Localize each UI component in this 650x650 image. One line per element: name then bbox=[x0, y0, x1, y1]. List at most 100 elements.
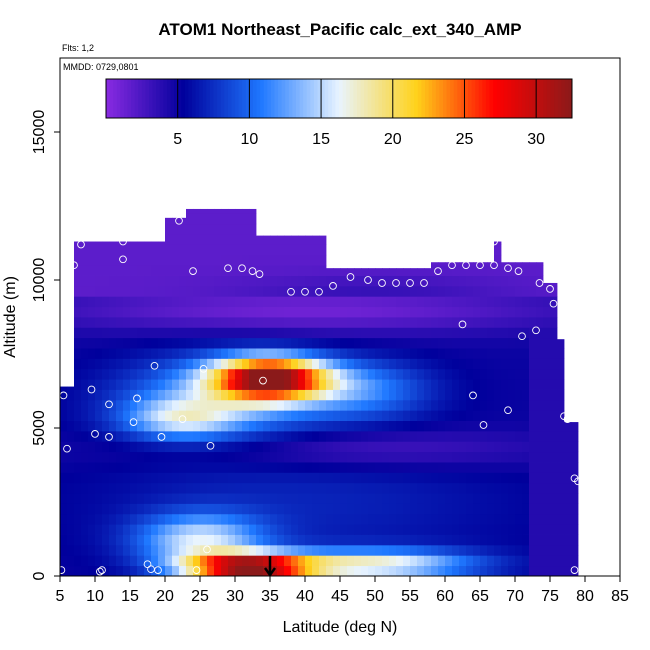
heatmap-cell bbox=[543, 358, 551, 370]
heatmap-cell bbox=[102, 544, 110, 556]
heatmap-cell bbox=[522, 327, 530, 339]
heatmap-cell bbox=[347, 379, 355, 390]
heatmap-cell bbox=[116, 379, 124, 390]
heatmap-cell bbox=[221, 234, 229, 245]
heatmap-cell bbox=[298, 544, 306, 556]
heatmap-cell bbox=[305, 420, 313, 432]
heatmap-cell bbox=[445, 503, 453, 515]
heatmap-cell bbox=[270, 327, 278, 339]
colorbar-segment bbox=[428, 79, 433, 118]
y-tick-label: 5000 bbox=[31, 410, 48, 446]
heatmap-cell bbox=[319, 358, 327, 370]
heatmap-cell bbox=[480, 472, 488, 484]
heatmap-cell bbox=[396, 430, 404, 442]
heatmap-cell bbox=[396, 285, 404, 297]
heatmap-cell bbox=[466, 348, 474, 359]
heatmap-cell bbox=[242, 234, 250, 245]
heatmap-cell bbox=[277, 399, 285, 411]
heatmap-cell bbox=[536, 348, 544, 359]
heatmap-cell bbox=[410, 544, 418, 556]
heatmap-cell bbox=[130, 379, 138, 390]
heatmap-cell bbox=[165, 451, 173, 463]
heatmap-cell bbox=[459, 430, 467, 442]
heatmap-cell bbox=[228, 472, 236, 484]
heatmap-cell bbox=[326, 268, 334, 276]
heatmap-cell bbox=[494, 472, 502, 484]
heatmap-cell bbox=[74, 327, 82, 339]
heatmap-cell bbox=[466, 513, 474, 525]
heatmap-cell bbox=[319, 472, 327, 484]
heatmap-cell bbox=[109, 451, 117, 463]
heatmap-cell bbox=[550, 358, 558, 370]
heatmap-cell bbox=[466, 430, 474, 442]
heatmap-cell bbox=[452, 358, 460, 370]
heatmap-cell bbox=[242, 223, 250, 235]
heatmap-cell bbox=[459, 285, 467, 297]
heatmap-cell bbox=[431, 348, 439, 359]
heatmap-cell bbox=[438, 275, 446, 287]
heatmap-cell bbox=[543, 441, 551, 453]
heatmap-cell bbox=[424, 544, 432, 556]
heatmap-cell bbox=[417, 399, 425, 411]
sample-point bbox=[238, 264, 246, 273]
heatmap-cell bbox=[193, 493, 201, 504]
heatmap-cell bbox=[137, 451, 145, 463]
heatmap-cell bbox=[550, 306, 558, 318]
heatmap-cell bbox=[172, 244, 180, 256]
heatmap-cell bbox=[74, 534, 82, 546]
heatmap-cell bbox=[95, 254, 103, 266]
heatmap-cell bbox=[403, 399, 411, 411]
heatmap-cell bbox=[172, 348, 180, 359]
heatmap-cell bbox=[494, 420, 502, 432]
heatmap-cell bbox=[557, 399, 565, 411]
heatmap-cell bbox=[333, 275, 341, 287]
heatmap-cell bbox=[410, 379, 418, 390]
heatmap-cell bbox=[284, 399, 292, 411]
heatmap-cell bbox=[60, 555, 68, 567]
heatmap-cell bbox=[200, 254, 208, 266]
heatmap-cell bbox=[200, 399, 208, 411]
heatmap-cell bbox=[298, 565, 306, 577]
heatmap-cell bbox=[116, 244, 124, 256]
heatmap-cell bbox=[347, 555, 355, 567]
heatmap-cell bbox=[340, 306, 348, 318]
heatmap-cell bbox=[319, 254, 327, 266]
heatmap-cell bbox=[172, 555, 180, 567]
heatmap-cell bbox=[494, 244, 502, 256]
heatmap-cell bbox=[354, 379, 362, 390]
heatmap-cell bbox=[431, 337, 439, 349]
heatmap-cell bbox=[263, 379, 271, 390]
heatmap-cell bbox=[326, 482, 334, 494]
heatmap-cell bbox=[284, 275, 292, 287]
heatmap-cell bbox=[137, 241, 145, 245]
colorbar-segment bbox=[213, 79, 218, 118]
heatmap-cell bbox=[165, 462, 173, 473]
heatmap-cell bbox=[508, 327, 516, 339]
heatmap-cell bbox=[256, 379, 264, 390]
heatmap-cell bbox=[144, 472, 152, 484]
heatmap-cell bbox=[263, 451, 271, 463]
heatmap-cell bbox=[277, 368, 285, 380]
heatmap-cell bbox=[165, 368, 173, 380]
sample-point bbox=[119, 255, 127, 264]
heatmap-cell bbox=[284, 265, 292, 276]
heatmap-cell bbox=[235, 306, 243, 318]
heatmap-cell bbox=[151, 451, 159, 463]
heatmap-cell bbox=[242, 410, 250, 421]
heatmap-cell bbox=[137, 389, 145, 401]
heatmap-cell bbox=[172, 285, 180, 297]
heatmap-cell bbox=[396, 327, 404, 339]
heatmap-cell bbox=[179, 348, 187, 359]
heatmap-cell bbox=[347, 268, 355, 276]
heatmap-cell bbox=[375, 493, 383, 504]
heatmap-cell bbox=[228, 306, 236, 318]
heatmap-cell bbox=[207, 275, 215, 287]
heatmap-cell bbox=[459, 327, 467, 339]
heatmap-cell bbox=[144, 241, 152, 245]
heatmap-cell bbox=[445, 482, 453, 494]
heatmap-cell bbox=[88, 410, 96, 421]
heatmap-cell bbox=[235, 430, 243, 442]
heatmap-cell bbox=[452, 420, 460, 432]
heatmap-cell bbox=[487, 348, 495, 359]
